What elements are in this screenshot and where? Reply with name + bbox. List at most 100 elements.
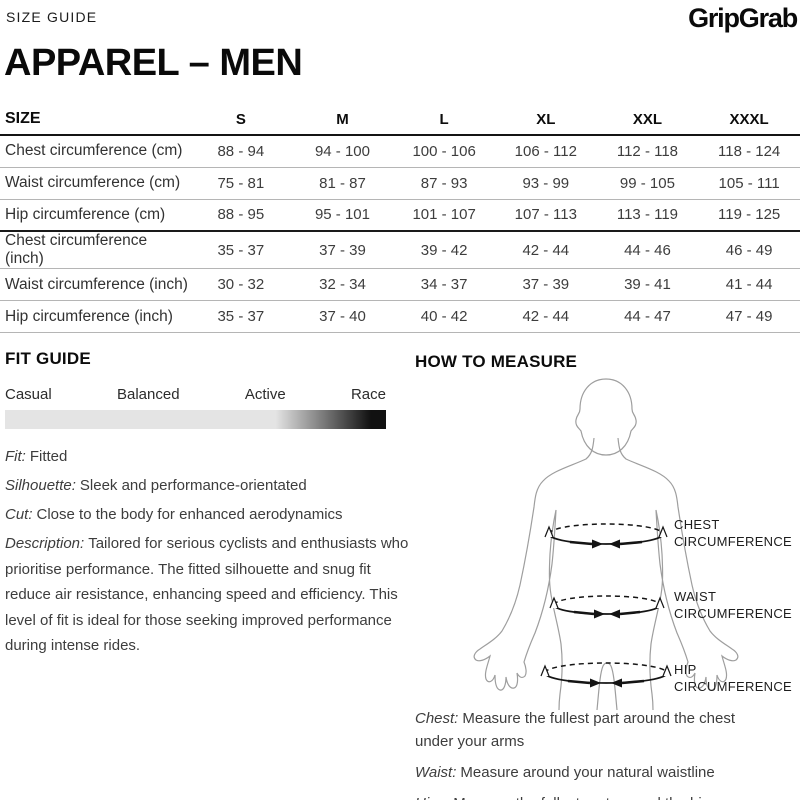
chest-circumference-label: CHEST CIRCUMFERENCE <box>674 517 792 550</box>
col-header-xxl: XXL <box>596 104 699 136</box>
fit-scale-labels: Casual Balanced Active Race <box>5 386 386 403</box>
cell: 105 - 111 <box>698 167 800 200</box>
cell: 37 - 39 <box>291 231 394 269</box>
detail-term: Fit: <box>5 448 26 465</box>
instruction-term: Hips: <box>415 795 449 800</box>
gripgrab-logo: GripGrab <box>688 3 798 33</box>
fit-guide-section: FIT GUIDE Casual Balanced Active Race Fi… <box>5 349 409 662</box>
waist-measure-mark <box>549 595 665 619</box>
label-line: HIP <box>674 662 697 677</box>
instruction-text: Measure the fullest part around the ches… <box>415 710 736 750</box>
figure-inner-legs <box>596 662 618 710</box>
table-row-waist-cm: Waist circumference (cm) 75 - 81 81 - 87… <box>0 167 800 200</box>
fit-guide-title: FIT GUIDE <box>5 349 91 368</box>
size-table: SIZE S M L XL XXL XXXL Chest circumferen… <box>0 104 800 333</box>
label-line: CIRCUMFERENCE <box>674 678 793 694</box>
measure-instructions: Chest: Measure the fullest part around th… <box>415 707 767 800</box>
instruction-term: Chest: <box>415 710 459 727</box>
figure-body-outline <box>473 437 595 710</box>
cell: 35 - 37 <box>190 231 292 269</box>
size-guide-label: SIZE GUIDE <box>6 9 98 25</box>
table-row-hip-cm: Hip circumference (cm) 88 - 95 95 - 101 … <box>0 199 800 232</box>
cell: 41 - 44 <box>698 268 800 301</box>
fit-scale-label-casual: Casual <box>5 386 52 403</box>
instruction-chest: Chest: Measure the fullest part around th… <box>415 707 767 753</box>
cell: 101 - 107 <box>393 199 495 232</box>
cell: 81 - 87 <box>291 167 394 200</box>
cell: 107 - 113 <box>494 199 597 232</box>
cell: 112 - 118 <box>596 135 699 168</box>
fit-details: Fit: Fitted Silhouette: Sleek and performa… <box>5 444 409 659</box>
hip-measure-mark <box>540 662 672 688</box>
cell: 46 - 49 <box>698 231 800 269</box>
cell: 88 - 95 <box>190 199 292 232</box>
cell: 39 - 42 <box>393 231 495 269</box>
row-label: Hip circumference (inch) <box>0 300 190 333</box>
cell: 88 - 94 <box>190 135 292 168</box>
col-header-l: L <box>393 104 495 136</box>
cell: 42 - 44 <box>494 231 597 269</box>
col-header-size: SIZE <box>0 104 190 136</box>
fit-detail-silhouette: Silhouette: Sleek and performance-orienta… <box>5 473 409 499</box>
instruction-term: Waist: <box>415 764 457 781</box>
cell: 34 - 37 <box>393 268 495 301</box>
detail-text: Tailored for serious cyclists and enthus… <box>5 535 409 654</box>
cell: 40 - 42 <box>393 300 495 333</box>
cell: 37 - 40 <box>291 300 394 333</box>
cell: 95 - 101 <box>291 199 394 232</box>
table-row-hip-inch: Hip circumference (inch) 35 - 37 37 - 40… <box>0 300 800 333</box>
instruction-text: Measure around your natural waistline <box>460 764 715 781</box>
body-measurement-figure <box>473 378 739 710</box>
table-row-waist-inch: Waist circumference (inch) 30 - 32 32 - … <box>0 268 800 301</box>
detail-text: Sleek and performance-orientated <box>79 477 307 494</box>
cell: 44 - 47 <box>596 300 699 333</box>
cell: 75 - 81 <box>190 167 292 200</box>
cell: 32 - 34 <box>291 268 394 301</box>
row-label: Waist circumference (inch) <box>0 268 190 301</box>
fit-detail-fit: Fit: Fitted <box>5 444 409 470</box>
cell: 119 - 125 <box>698 199 800 232</box>
row-label: Hip circumference (cm) <box>0 199 190 232</box>
fit-detail-cut: Cut: Close to the body for enhanced aerod… <box>5 502 409 528</box>
cell: 118 - 124 <box>698 135 800 168</box>
label-line: CIRCUMFERENCE <box>674 533 793 549</box>
cell: 113 - 119 <box>596 199 699 232</box>
cell: 44 - 46 <box>596 231 699 269</box>
cell: 47 - 49 <box>698 300 800 333</box>
cell: 87 - 93 <box>393 167 495 200</box>
detail-text: Fitted <box>29 448 68 465</box>
page-title: APPAREL – MEN <box>4 42 303 84</box>
figure-body-outline-mirror <box>617 437 739 710</box>
col-header-s: S <box>190 104 292 136</box>
fit-scale-label-balanced: Balanced <box>116 386 180 403</box>
detail-term: Silhouette: <box>5 477 76 494</box>
table-row-chest-inch: Chest circumference (inch) 35 - 37 37 - … <box>0 231 800 269</box>
fit-detail-description: Description: Tailored for serious cyclist… <box>5 531 409 659</box>
cell: 99 - 105 <box>596 167 699 200</box>
table-row-chest-cm: Chest circumference (cm) 88 - 94 94 - 10… <box>0 135 800 168</box>
cell: 37 - 39 <box>494 268 597 301</box>
cell: 30 - 32 <box>190 268 292 301</box>
waist-circumference-label: WAIST CIRCUMFERENCE <box>674 589 792 622</box>
fit-gradient-bar <box>5 410 386 429</box>
detail-term: Cut: <box>5 506 33 523</box>
size-table-header-row: SIZE S M L XL XXL XXXL <box>0 104 800 136</box>
figure-head <box>575 378 637 456</box>
cell: 100 - 106 <box>393 135 495 168</box>
cell: 93 - 99 <box>494 167 597 200</box>
fit-scale-label-active: Active <box>244 386 286 403</box>
instruction-waist: Waist: Measure around your natural waistl… <box>415 761 767 784</box>
row-label: Chest circumference (inch) <box>0 231 190 269</box>
detail-text: Close to the body for enhanced aerodynam… <box>36 506 343 523</box>
label-line: CHEST <box>674 517 720 532</box>
row-label: Chest circumference (cm) <box>0 135 190 168</box>
label-line: WAIST <box>674 589 717 604</box>
hip-circumference-label: HIP CIRCUMFERENCE <box>674 662 792 695</box>
col-header-xxxl: XXXL <box>698 104 800 136</box>
cell: 42 - 44 <box>494 300 597 333</box>
instruction-hips: Hips: Measure the fullest part around the… <box>415 792 767 800</box>
cell: 39 - 41 <box>596 268 699 301</box>
chest-measure-mark <box>544 523 668 549</box>
cell: 35 - 37 <box>190 300 292 333</box>
